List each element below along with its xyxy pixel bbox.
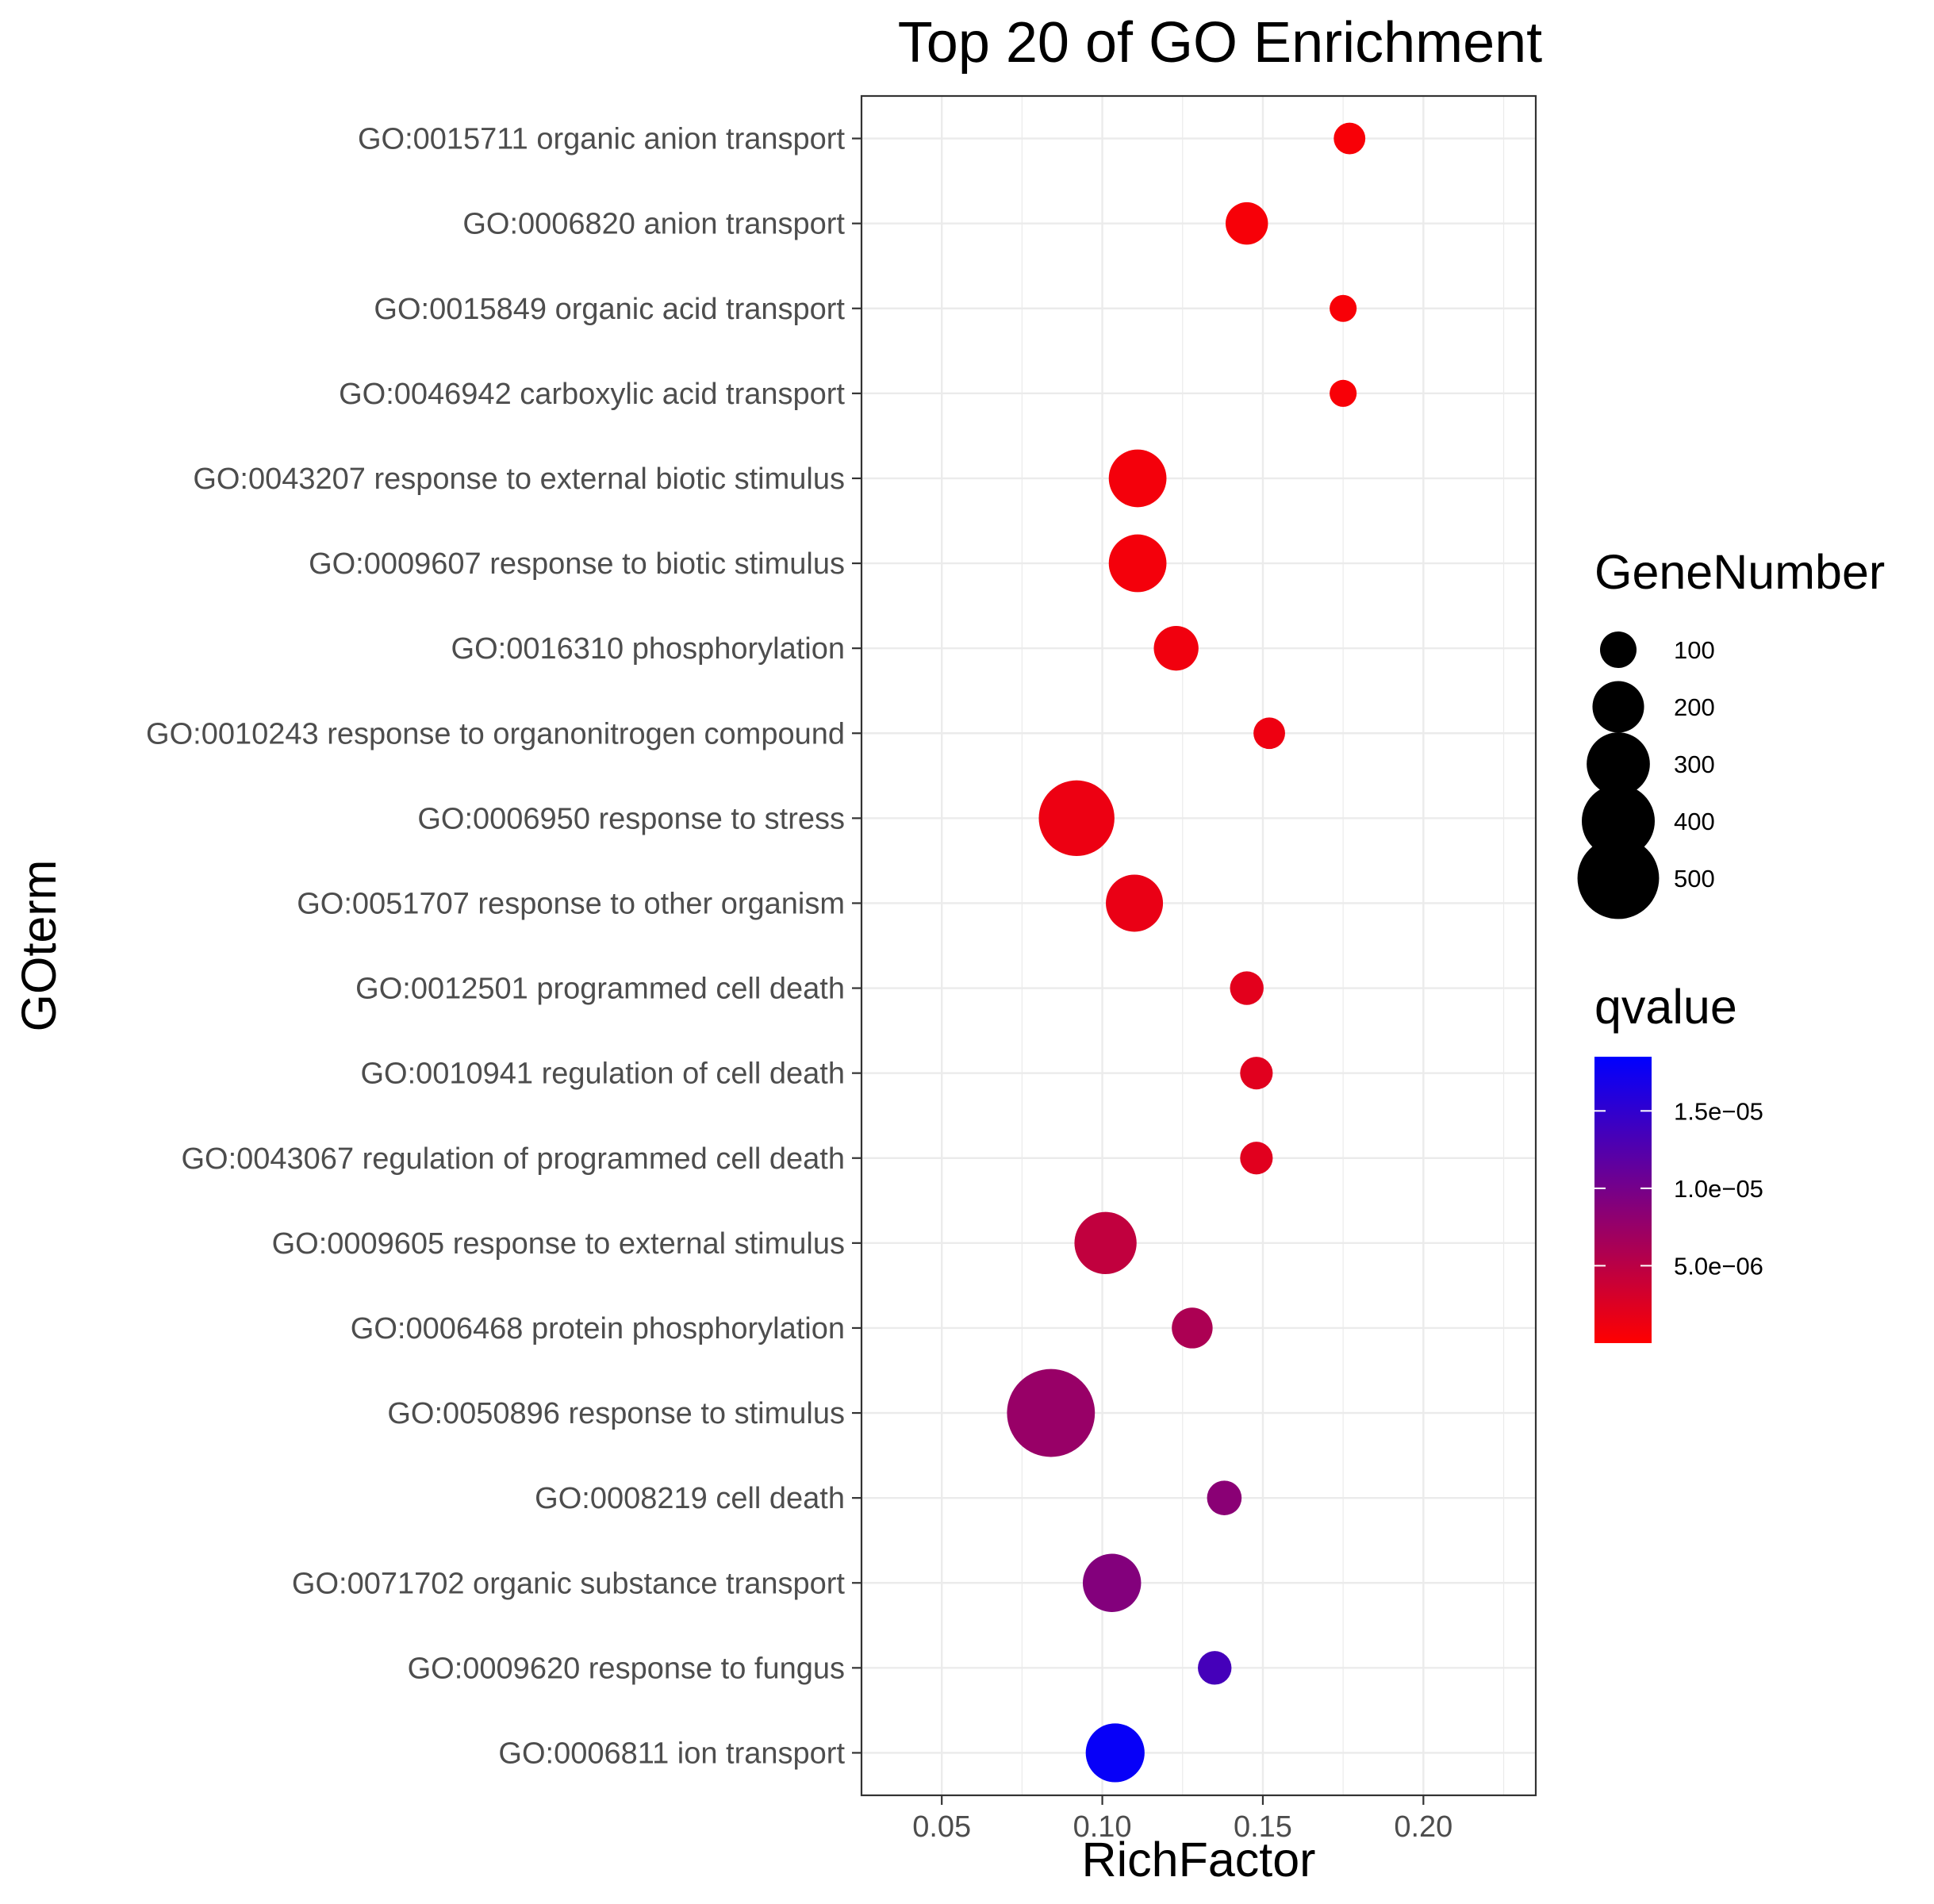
y-tick-label: GO:0010243 response to organonitrogen co…: [146, 717, 845, 750]
size-legend-key: [1577, 837, 1660, 919]
qvalue-colorbar: [1594, 1057, 1652, 1343]
y-tick-label: GO:0071702 organic substance transport: [292, 1567, 846, 1600]
y-tick-label: GO:0006820 anion transport: [462, 208, 845, 241]
size-legend-label: 200: [1674, 693, 1715, 721]
data-point: [1074, 1211, 1137, 1275]
y-tick-label: GO:0046942 carboxylic acid transport: [339, 378, 845, 411]
size-legend-label: 400: [1674, 808, 1715, 835]
data-point: [1106, 874, 1164, 932]
data-point: [1240, 1057, 1273, 1090]
size-legend-label: 300: [1674, 750, 1715, 778]
data-point: [1172, 1307, 1213, 1349]
y-axis-labels: GO:0015711 organic anion transport GO:000…: [146, 123, 845, 1771]
colorbar-tick-label: 5.0e−06: [1674, 1252, 1763, 1280]
plot-border: [860, 94, 1537, 1797]
y-tick-label: GO:0016310 phosphorylation: [451, 632, 845, 666]
data-point: [1240, 1142, 1273, 1175]
y-tick-label: GO:0006950 response to stress: [417, 802, 845, 835]
data-point: [1230, 971, 1264, 1005]
y-tick-label: GO:0043207 response to external biotic s…: [193, 463, 845, 496]
y-axis-title: GOterm: [12, 860, 66, 1032]
y-tick-label: GO:0009620 response to fungus: [408, 1652, 845, 1685]
size-legend-key: [1592, 681, 1644, 733]
y-tick-label: GO:0006468 protein phosphorylation: [351, 1312, 845, 1345]
data-point: [1038, 780, 1115, 857]
y-tick-label: GO:0050896 response to stimulus: [387, 1397, 845, 1430]
plot-background: [861, 96, 1536, 1795]
color-legend-title: qvalue: [1594, 980, 1737, 1034]
size-legend-key: [1600, 631, 1637, 668]
data-point: [1207, 1480, 1242, 1515]
y-tick-label: GO:0051707 response to other organism: [297, 887, 845, 920]
x-tick-label: 0.05: [912, 1810, 971, 1844]
y-tick-label: GO:0006811 ion transport: [498, 1737, 845, 1770]
data-point: [1082, 1553, 1142, 1612]
data-point: [1085, 1723, 1145, 1783]
y-tick-label: GO:0015849 organic acid transport: [374, 293, 845, 326]
data-point: [1108, 534, 1167, 593]
data-points: [1007, 122, 1366, 1783]
data-point: [1007, 1368, 1096, 1457]
x-tick-label: 0.10: [1073, 1810, 1132, 1844]
x-axis-title: RichFactor: [1082, 1833, 1316, 1887]
y-tick-label: GO:0012501 programmed cell death: [355, 973, 845, 1006]
y-tick-label: GO:0015711 organic anion transport: [358, 123, 845, 156]
data-point: [1108, 449, 1167, 508]
data-point: [1225, 202, 1268, 245]
size-legend-label: 100: [1674, 636, 1715, 664]
chart-title: Top 20 of GO Enrichment: [898, 11, 1542, 75]
data-point: [1330, 294, 1357, 322]
size-legend-title: GeneNumber: [1594, 545, 1885, 599]
qvalue-legend: qvalue 5.0e−06 1.0e−05 1.5e−05: [1594, 980, 1763, 1343]
x-axis-labels: 0.05 0.10 0.15 0.20: [912, 1810, 1452, 1844]
x-tick-label: 0.20: [1394, 1810, 1452, 1844]
data-point: [1153, 625, 1199, 671]
major-gridlines: [861, 96, 1536, 1795]
data-point: [1198, 1651, 1232, 1685]
minor-gridlines: [1021, 96, 1505, 1795]
size-legend-label: 500: [1674, 865, 1715, 892]
colorbar-tick-label: 1.5e−05: [1674, 1097, 1763, 1125]
gene-number-legend: GeneNumber 100 200 300 400 500: [1577, 545, 1885, 919]
y-tick-label: GO:0009605 response to external stimulus: [272, 1227, 845, 1261]
y-tick-label: GO:0009607 response to biotic stimulus: [309, 547, 845, 581]
size-legend-key: [1587, 732, 1650, 796]
data-point: [1253, 717, 1285, 750]
data-point: [1330, 379, 1357, 407]
colorbar-tick-label: 1.0e−05: [1674, 1175, 1763, 1203]
y-tick-label: GO:0010941 regulation of cell death: [360, 1058, 845, 1091]
plot-panel: [860, 94, 1537, 1797]
y-axis-ticks: [852, 137, 861, 1754]
x-axis-ticks: [941, 1795, 1425, 1805]
data-point: [1333, 122, 1366, 155]
size-legend-key: [1582, 785, 1655, 858]
y-tick-label: GO:0043067 regulation of programmed cell…: [181, 1142, 845, 1176]
y-tick-label: GO:0008219 cell death: [535, 1482, 845, 1515]
x-tick-label: 0.15: [1234, 1810, 1292, 1844]
